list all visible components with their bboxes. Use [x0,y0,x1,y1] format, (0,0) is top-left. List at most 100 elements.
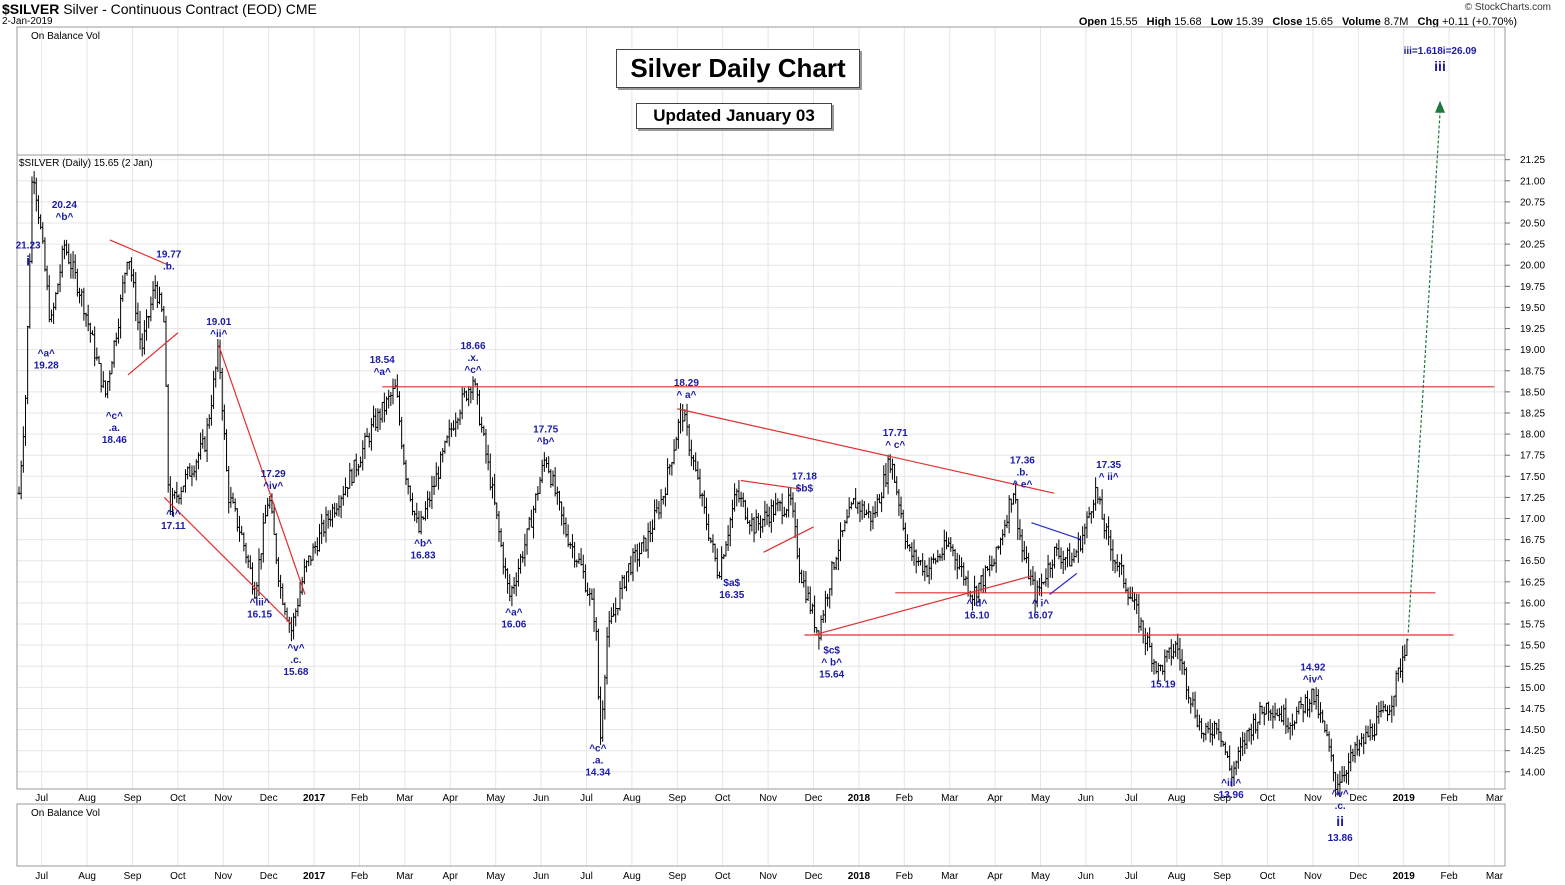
wave-annotation: 15.19 [1151,679,1176,690]
close-label: Close [1272,16,1303,28]
symbol: $SILVER [2,1,60,17]
wave-annotation: ^v^.c.15.68 [283,643,308,678]
wave-annotation: ^v^.c.ii 13.86 [1328,789,1353,844]
wave-annotation: 18.66.x.^c^ [460,341,485,376]
wave-annotation: $a$16.35 [719,578,744,601]
wave-annotation: 18.54^a^ [370,355,395,378]
y-tick-label: 17.00 [1520,514,1545,525]
annotation-text: 20.24 [52,200,77,211]
x-tick-label-bottom: Nov [1304,871,1322,882]
annotation-text: .c. [290,655,301,666]
annotation-text: ^ii^ [210,329,227,340]
wave-annotation: ^i^17.11 [161,509,186,532]
annotation-text: ^v^ [1332,789,1349,800]
x-tick-label-bottom: Sep [668,871,686,882]
x-tick-label: Dec [260,793,278,804]
wave-annotation: ^c^.a.18.46 [102,411,127,446]
trendline [109,239,170,266]
price-legend: $SILVER (Daily) 15.65 (2 Jan) [19,158,153,169]
x-tick-label: Nov [759,793,777,804]
projection-arrowhead [1435,100,1446,113]
symbol-header: $SILVER Silver - Continuous Contract (EO… [2,1,317,17]
annotation-text: ^ c^ [885,440,905,451]
annotation-text: ^ b^ [821,658,842,669]
ohlc-readout: Open 15.55 High 15.68 Low 15.39 Close 15… [1073,16,1517,28]
y-tick-label: 16.00 [1520,598,1545,609]
annotation-text: 15.68 [283,667,308,678]
annotation-text: ^iii^ [1221,778,1241,789]
trendline [813,575,1032,636]
wave-annotation: 14.92^iv^ [1300,662,1325,685]
x-tick-label: Jul [1125,793,1138,804]
annotation-text: 18.46 [102,435,127,446]
annotation-text: ^iv^ [263,481,283,492]
trendline [163,496,292,625]
chart-title: Silver Daily Chart [616,49,860,88]
wave-annotation: ^iii^13.96 [1219,778,1244,801]
annotation-text: 15.64 [819,670,844,681]
chart-date: 2-Jan-2019 [2,16,53,27]
y-tick-label: 17.75 [1520,451,1545,462]
annotation-text: ^c^ [589,744,606,755]
x-tick-label-bottom: Dec [1349,871,1367,882]
annotation-text: 17.29 [261,469,286,480]
annotation-text: ^a^ [38,348,55,359]
x-tick-label-bottom: 2017 [303,871,326,882]
exchange: CME [285,1,317,17]
y-tick-label: 15.75 [1520,620,1545,631]
annotation-text: 16.15 [247,609,272,620]
annotation-text: ^b^ [414,538,432,549]
annotation-text: ^iii^ [250,597,270,608]
annotation-text: .c. [1335,801,1346,812]
annotation-text: 14.92 [1300,662,1325,673]
annotation-text: .a. [109,423,120,434]
annotation-text: ^ i^ [1032,598,1049,609]
annotation-text: ^ d^ [967,598,988,609]
wave-annotation: ^iii^16.15 [247,597,272,620]
x-tick-label-bottom: Jun [533,871,549,882]
trendline [763,526,814,553]
x-tick-label-bottom: Feb [896,871,914,882]
x-tick-label-bottom: Mar [1486,871,1504,882]
annotation-text: ^ ii^ [1099,472,1119,483]
x-tick-label: Sep [668,793,686,804]
wave-annotation: 19.01^ii^ [206,317,231,340]
projection [1407,100,1446,633]
annotation-text: 14.34 [585,768,610,779]
x-tick-label-bottom: Sep [1213,871,1231,882]
x-tick-label: Nov [214,793,232,804]
x-tick-label: Oct [715,793,731,804]
low-label: Low [1210,16,1233,28]
x-tick-label-bottom: Dec [805,871,823,882]
y-tick-label: 19.50 [1520,303,1545,314]
x-tick-label-bottom: May [486,871,505,882]
chg-label: Chg [1417,16,1439,28]
x-tick-label-bottom: 2018 [848,871,871,882]
x-tick-label: 2017 [303,793,326,804]
high-label: High [1146,16,1172,28]
close-value: 15.65 [1305,16,1333,28]
x-axis: Jul Jul Aug Aug Sep Sep Oct Oct Nov Nov Dec Dec 2017… [35,793,1503,882]
x-tick-label: Jul [35,793,48,804]
wave-annotation: 17.71^ c^ [883,428,908,451]
chart-subtitle: Updated January 03 [636,103,832,129]
top-panel-frame [16,26,1506,156]
x-tick-label-bottom: Jul [1125,871,1138,882]
x-tick-label-bottom: Dec [260,871,278,882]
low-value: 15.39 [1235,16,1264,28]
x-tick-label-bottom: Oct [715,871,731,882]
y-tick-label: 18.25 [1520,408,1545,419]
annotation-text: ^i^ [166,509,181,520]
annotation-text: 19.01 [206,317,231,328]
trendline [218,345,306,595]
x-tick-label-bottom: Nov [214,871,232,882]
x-tick-label: Aug [78,793,96,804]
trendline [677,408,1055,494]
volume-value: 8.7M [1384,16,1409,28]
bottom-panel-frame [16,803,1506,867]
y-tick-label: 15.25 [1520,662,1545,673]
wave-annotation: ^ d^16.10 [964,598,989,621]
wave-annotation: $c$^ b^15.64 [819,646,844,681]
